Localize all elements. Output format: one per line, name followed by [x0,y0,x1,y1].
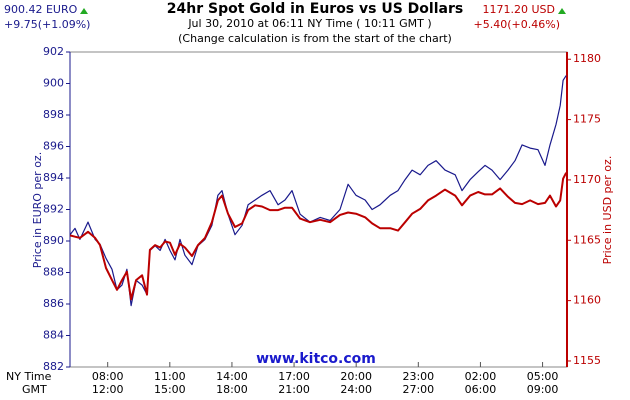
note: (Change calculation is from the start of… [178,32,452,45]
y2-tick-label: 1170 [573,173,601,186]
x-tick-label: 20:00 [340,370,372,383]
y-tick-label: 886 [43,297,64,310]
y-tick-label: 894 [43,171,64,184]
y-tick-label: 882 [43,360,64,373]
y2-tick-label: 1155 [573,354,601,367]
x2-tick-label: 12:00 [92,383,124,396]
x2-row-label: GMT [22,383,47,396]
y-tick-label: 890 [43,234,64,247]
y-tick-label: 888 [43,266,64,279]
right-change: +5.40(+0.46%) [474,18,560,31]
x-row-label: NY Time [6,370,52,383]
y2-axis-title: Price in USD per oz. [601,156,614,265]
x2-tick-label: 21:00 [278,383,310,396]
chart-title: 24hr Spot Gold in Euros vs US Dollars [167,1,463,17]
y2-tick-label: 1165 [573,233,601,246]
y-tick-label: 892 [43,203,64,216]
x-tick-label: 08:00 [92,370,124,383]
y-tick-label: 898 [43,108,64,121]
x-tick-label: 23:00 [402,370,434,383]
y-axis-title: Price in EURO per oz. [31,152,44,268]
x2-tick-label: 06:00 [465,383,497,396]
y-tick-label: 902 [43,45,64,58]
series-line [69,75,567,307]
right-price: 1171.20 USD [483,3,556,16]
x2-tick-label: 09:00 [527,383,559,396]
x2-tick-label: 24:00 [340,383,372,396]
x-tick-label: 11:00 [154,370,186,383]
y2-tick-label: 1160 [573,294,601,307]
y-tick-label: 884 [43,329,64,342]
subtitle: Jul 30, 2010 at 06:11 NY Time ( 10:11 GM… [187,17,431,30]
up-arrow [80,8,88,14]
watermark: www.kitco.com [256,351,376,367]
plot-area [69,51,568,368]
up-arrow [558,8,566,14]
x-tick-label: 17:00 [278,370,310,383]
series-line [69,172,568,301]
y2-tick-label: 1175 [573,113,601,126]
x2-tick-label: 15:00 [154,383,186,396]
x2-tick-label: 18:00 [216,383,248,396]
x2-tick-label: 27:00 [402,383,434,396]
y2-tick-label: 1180 [573,52,601,65]
y-tick-label: 900 [43,77,64,90]
x-tick-label: 14:00 [216,370,248,383]
x-tick-label: 05:00 [527,370,559,383]
left-change: +9.75(+1.09%) [4,18,90,31]
y-tick-label: 896 [43,140,64,153]
left-price: 900.42 EURO [4,3,78,16]
x-tick-label: 02:00 [465,370,497,383]
